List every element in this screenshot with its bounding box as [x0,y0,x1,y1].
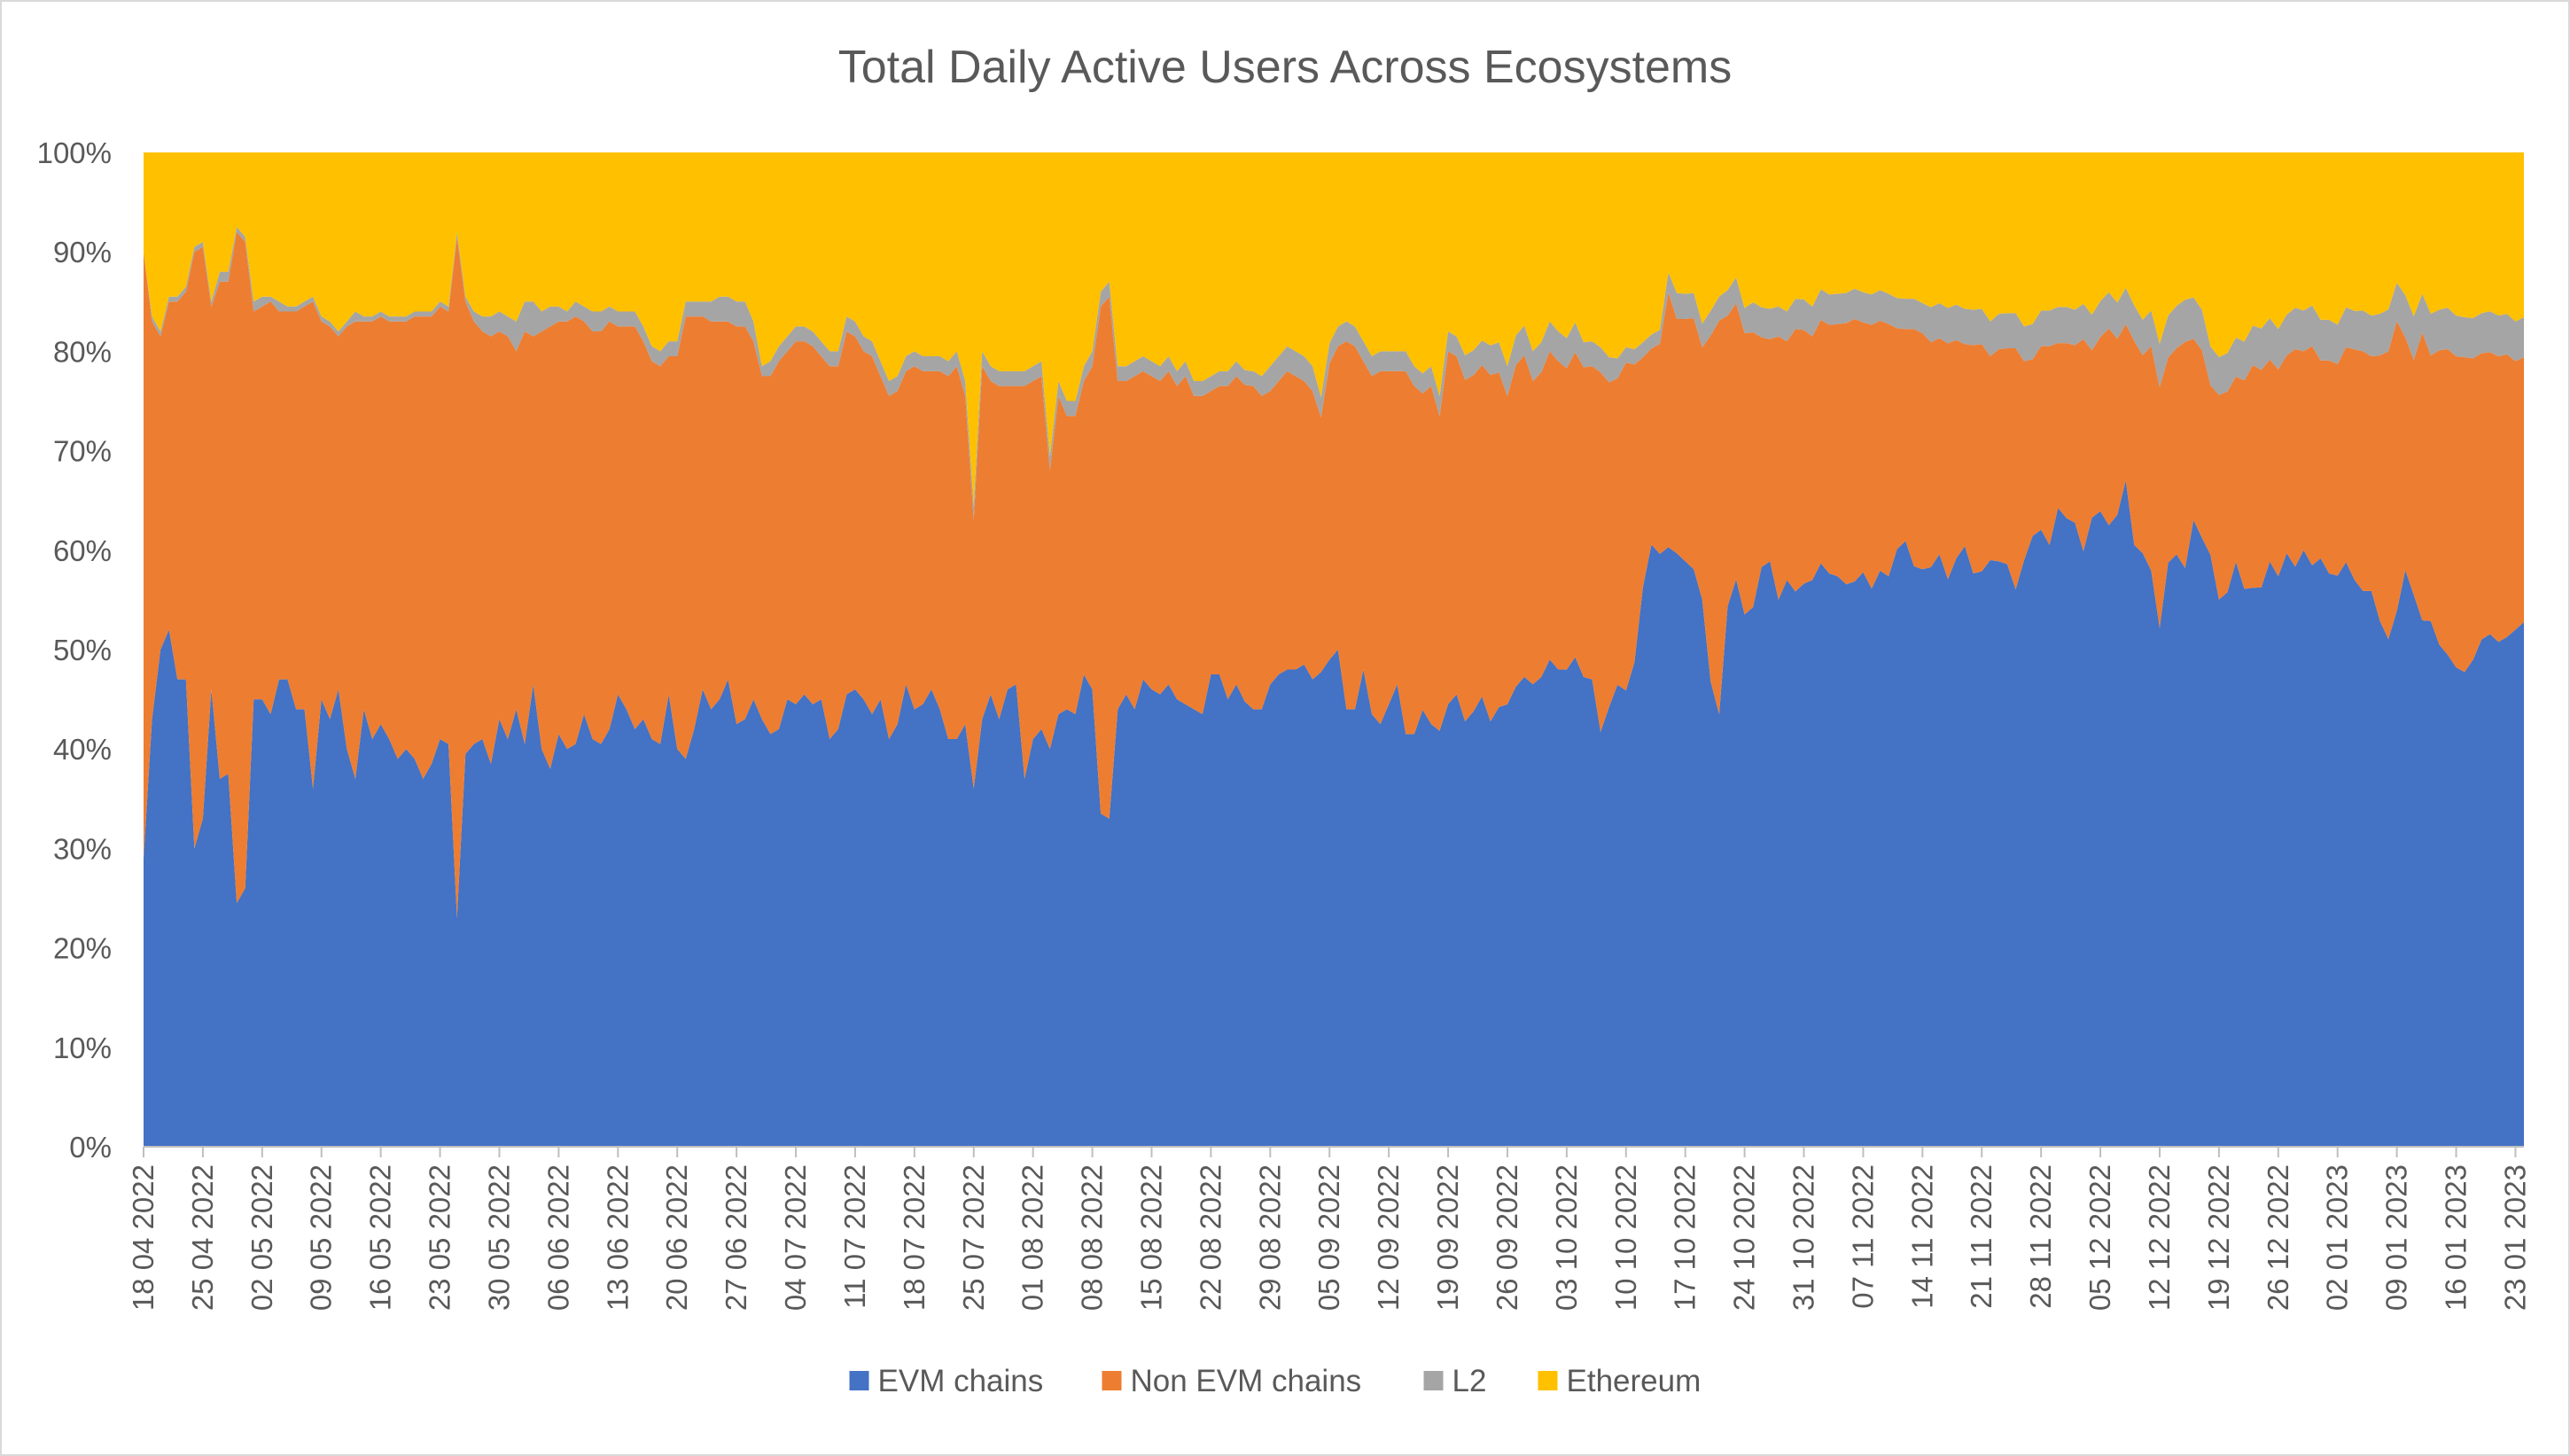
x-tick-label: 30 05 2022 [482,1164,515,1311]
x-tick-label: 23 05 2022 [424,1164,456,1311]
y-tick-label: 60% [53,534,112,567]
x-tick-label: 26 09 2022 [1491,1164,1523,1311]
x-tick-label: 14 11 2022 [1905,1164,1938,1309]
plot-area [144,152,2524,1147]
x-tick-label: 27 06 2022 [720,1164,752,1311]
legend: EVM chains Non EVM chains L2 Ethereum [849,1364,1702,1398]
x-tick-label: 09 05 2022 [305,1164,338,1311]
x-tick-label: 04 07 2022 [779,1164,812,1311]
x-tick-label: 21 11 2022 [1965,1164,1998,1309]
area-ethereum [144,152,2524,506]
x-tick-label: 12 09 2022 [1372,1164,1405,1311]
x-tick-label: 20 06 2022 [660,1164,693,1311]
x-tick-label: 13 06 2022 [601,1164,634,1311]
x-axis: 18 04 2022 25 04 2022 02 05 2022 09 05 2022… [127,1146,2531,1311]
y-tick-label: 30% [53,832,112,865]
y-tick-label: 90% [53,236,112,269]
x-tick-label: 19 12 2022 [2202,1164,2235,1311]
legend-swatch-evm-chains [849,1371,869,1390]
x-tick-label: 18 04 2022 [127,1164,160,1311]
x-tick-label: 25 04 2022 [186,1164,219,1311]
x-tick-label: 01 08 2022 [1016,1164,1049,1311]
y-tick-label: 50% [53,634,112,666]
y-tick-label: 70% [53,435,112,468]
x-tick-label: 02 05 2022 [245,1164,278,1311]
legend-swatch-ethereum [1538,1371,1558,1390]
x-tick-label: 19 09 2022 [1431,1164,1464,1311]
x-tick-label: 25 07 2022 [957,1164,990,1311]
x-tick-label: 16 05 2022 [364,1164,397,1311]
x-tick-label: 17 10 2022 [1669,1164,1702,1311]
x-tick-label: 02 01 2023 [2321,1164,2354,1311]
x-tick-label: 06 06 2022 [541,1164,574,1311]
y-axis: 0% 10% 20% 30% 40% 50% 60% 70% 80% 90% 100% [37,136,112,1164]
chart-title: Total Daily Active Users Across Ecosyste… [838,42,1733,93]
y-tick-label: 10% [53,1032,112,1064]
x-tick-label: 05 09 2022 [1312,1164,1345,1311]
legend-label-non-evm-chains: Non EVM chains [1131,1364,1362,1398]
x-tick-label: 24 10 2022 [1728,1164,1761,1311]
x-tick-label: 05 12 2022 [2083,1164,2116,1311]
x-tick-label: 07 11 2022 [1846,1164,1879,1309]
y-tick-label: 0% [69,1131,112,1164]
x-tick-label: 26 12 2022 [2262,1164,2294,1311]
legend-label-l2: L2 [1452,1364,1487,1398]
legend-label-evm-chains: EVM chains [878,1364,1044,1398]
area-evm-chains [144,480,2524,1147]
x-tick-label: 29 08 2022 [1253,1164,1286,1311]
y-tick-label: 20% [53,932,112,965]
legend-label-ethereum: Ethereum [1567,1364,1702,1398]
y-tick-label: 40% [53,733,112,766]
x-tick-label: 16 01 2023 [2440,1164,2473,1311]
x-tick-label: 12 12 2022 [2143,1164,2176,1311]
y-tick-label: 100% [37,136,112,169]
x-tick-label: 18 07 2022 [898,1164,931,1311]
area-non-evm-chains [144,231,2524,918]
y-tick-label: 80% [53,335,112,368]
legend-swatch-non-evm-chains [1102,1371,1122,1390]
x-tick-label: 22 08 2022 [1194,1164,1227,1311]
x-tick-label: 23 01 2023 [2498,1164,2531,1311]
x-tick-label: 08 08 2022 [1076,1164,1109,1311]
legend-swatch-l2 [1423,1371,1444,1390]
x-tick-label: 31 10 2022 [1787,1164,1820,1311]
x-tick-label: 15 08 2022 [1134,1164,1167,1311]
x-tick-label: 10 10 2022 [1609,1164,1642,1311]
x-tick-label: 03 10 2022 [1550,1164,1583,1311]
x-tick-label: 28 11 2022 [2024,1164,2057,1309]
x-tick-label: 11 07 2022 [838,1164,871,1309]
x-tick-label: 09 01 2023 [2380,1164,2413,1311]
